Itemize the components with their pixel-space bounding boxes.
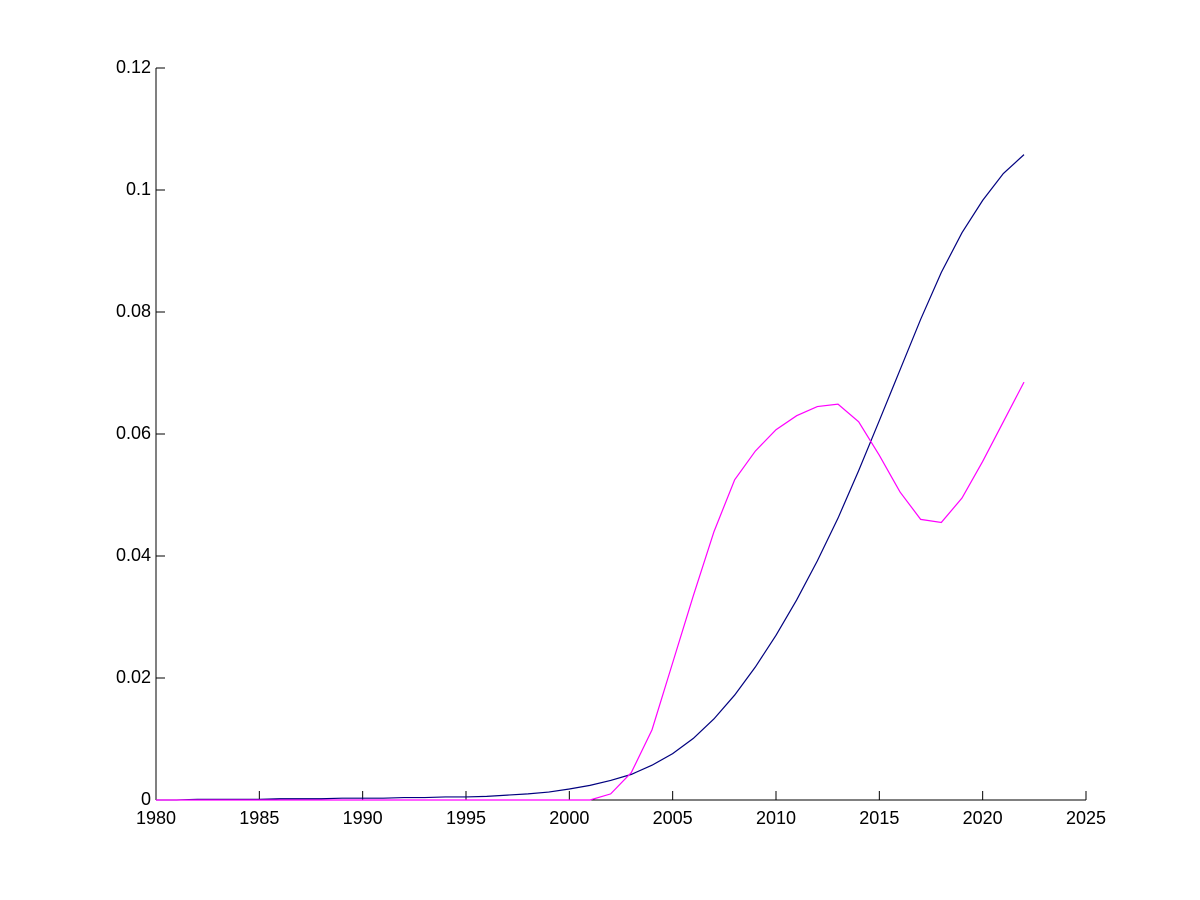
x-tick-label: 2025 [1066,808,1106,828]
line-series [156,154,1025,801]
x-tick-label: 2005 [653,808,693,828]
x-tick-label: 1995 [446,808,486,828]
x-tick-label: 1980 [136,808,176,828]
y-tick-label: 0.04 [116,545,151,565]
x-tick-label: 1985 [239,808,279,828]
y-tick-label: 0.06 [116,423,151,443]
y-tick-label: 0 [141,789,151,809]
x-tick-label: 1990 [343,808,383,828]
x-tick-label: 2015 [859,808,899,828]
y-tick-label: 0.02 [116,667,151,687]
y-tick-label: 0.1 [126,179,151,199]
y-tick-label: 0.12 [116,57,151,77]
x-tick-label: 2010 [756,808,796,828]
y-tick-label: 0.08 [116,301,151,321]
line-series [156,381,1025,801]
x-tick-label: 2020 [963,808,1003,828]
x-tick-label: 2000 [549,808,589,828]
